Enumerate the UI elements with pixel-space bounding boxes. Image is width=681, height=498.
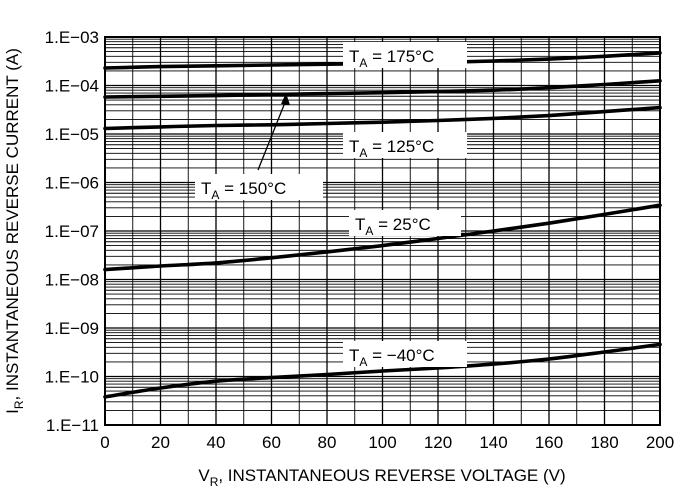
x-tick-label: 60 xyxy=(262,433,281,452)
x-tick-label: 0 xyxy=(100,433,109,452)
series-line-3 xyxy=(103,203,662,272)
y-tick-label: 1.E−11 xyxy=(46,416,99,435)
y-tick-label: 1.E−08 xyxy=(45,271,99,290)
series-label-sub: A xyxy=(359,146,367,160)
series-label-rest: = −40°C xyxy=(367,346,434,365)
plot-frame xyxy=(104,36,661,426)
series-label-rest: = 175°C xyxy=(367,47,434,66)
series-label-main: T xyxy=(349,47,359,66)
y-axis-label-sub: R xyxy=(12,400,26,409)
series-label-1: TA = 150°C xyxy=(201,179,286,202)
series-label-4: TA = −40°C xyxy=(349,346,435,369)
series-label-3: TA = 25°C xyxy=(355,215,431,238)
series-label-rest: = 25°C xyxy=(373,215,430,234)
series-label-sub: A xyxy=(211,188,219,202)
series-lines xyxy=(103,51,662,399)
y-tick-labels: 1.E−03 1.E−04 1.E−05 1.E−06 1.E−07 1.E−08 1.E−… xyxy=(45,28,99,435)
x-tick-label: 80 xyxy=(318,433,337,452)
series-line-1 xyxy=(103,79,662,99)
x-tick-label: 160 xyxy=(535,433,563,452)
series-labels: TA = 175°CTA = 150°CTA = 125°CTA = 25°CT… xyxy=(195,42,467,369)
series-label-0: TA = 175°C xyxy=(349,47,434,70)
series-label-bg xyxy=(343,42,467,68)
series-label-main: T xyxy=(349,137,359,156)
x-tick-label: 200 xyxy=(646,433,674,452)
x-tick-label: 140 xyxy=(479,433,507,452)
y-tick-label: 1.E−09 xyxy=(45,319,99,338)
series-label-bg xyxy=(349,210,461,236)
x-tick-label: 40 xyxy=(207,433,226,452)
series-label-bg xyxy=(195,174,323,200)
leader-line xyxy=(257,99,287,171)
y-tick-label: 1.E−06 xyxy=(45,174,99,193)
leader-arrow-icon xyxy=(281,93,290,105)
x-axis-label-main: V xyxy=(198,466,210,485)
series-label-rest: = 150°C xyxy=(219,179,286,198)
x-tick-label: 20 xyxy=(151,433,170,452)
series-label-main: T xyxy=(201,179,211,198)
y-tick-label: 1.E−04 xyxy=(45,77,99,96)
y-tick-label: 1.E−05 xyxy=(45,125,99,144)
series-label-sub: A xyxy=(365,224,373,238)
series-label-2: TA = 125°C xyxy=(349,137,434,160)
y-tick-label: 1.E−03 xyxy=(45,28,99,47)
series-label-bg xyxy=(343,132,467,158)
series-label-main: T xyxy=(355,215,365,234)
x-axis-label-sub: R xyxy=(210,475,219,489)
x-axis-label-rest: , INSTANTANEOUS REVERSE VOLTAGE (V) xyxy=(218,466,565,485)
series-line-2 xyxy=(103,105,662,131)
series-label-bg xyxy=(343,341,467,367)
series-label-main: T xyxy=(349,346,359,365)
x-tick-labels: 0 20 40 60 80 100 120 140 160 180 200 xyxy=(100,433,674,452)
x-axis-label: VR, INSTANTANEOUS REVERSE VOLTAGE (V) xyxy=(198,466,565,489)
y-tick-label: 1.E−07 xyxy=(45,222,99,241)
y-axis-label-rest: , INSTANTANEOUS REVERSE CURRENT (A) xyxy=(3,48,22,400)
x-tick-label: 180 xyxy=(590,433,618,452)
series-line-4 xyxy=(103,342,662,399)
x-tick-label: 100 xyxy=(368,433,396,452)
y-tick-label: 1.E−10 xyxy=(45,368,99,387)
series-label-rest: = 125°C xyxy=(367,137,434,156)
y-axis-label: IR, INSTANTANEOUS REVERSE CURRENT (A) xyxy=(3,48,26,414)
x-tick-label: 120 xyxy=(424,433,452,452)
y-axis-label-main: I xyxy=(3,409,22,414)
series-label-sub: A xyxy=(359,355,367,369)
series-label-sub: A xyxy=(359,56,367,70)
